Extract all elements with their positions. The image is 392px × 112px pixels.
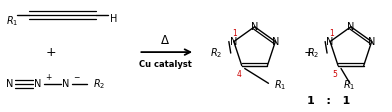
Text: +: +: [45, 73, 51, 82]
Text: $R_1$: $R_1$: [6, 14, 19, 28]
Text: $R_1$: $R_1$: [274, 78, 287, 92]
Text: Cu catalyst: Cu catalyst: [139, 60, 192, 69]
Text: 4: 4: [236, 70, 241, 79]
Text: 5: 5: [333, 70, 338, 79]
Text: −: −: [73, 73, 79, 82]
Text: $R_1$: $R_1$: [343, 78, 356, 92]
Text: N: N: [251, 22, 258, 32]
Text: N: N: [368, 37, 376, 47]
Text: $R_2$: $R_2$: [211, 46, 223, 60]
Text: Δ: Δ: [161, 34, 169, 47]
Text: +: +: [304, 46, 314, 59]
Text: N: N: [327, 37, 334, 47]
Text: N: N: [272, 37, 279, 47]
Text: +: +: [46, 46, 56, 59]
Text: N: N: [34, 79, 42, 89]
Text: 1: 1: [232, 29, 237, 38]
Text: N: N: [230, 37, 238, 47]
Text: $R_2$: $R_2$: [307, 46, 319, 60]
Text: N: N: [62, 79, 70, 89]
Text: H: H: [110, 14, 117, 24]
Text: N: N: [6, 79, 14, 89]
Text: 1: 1: [329, 29, 334, 38]
Text: $R_2$: $R_2$: [93, 77, 105, 91]
Text: N: N: [347, 22, 355, 32]
Text: 1   :   1: 1 : 1: [307, 96, 351, 106]
